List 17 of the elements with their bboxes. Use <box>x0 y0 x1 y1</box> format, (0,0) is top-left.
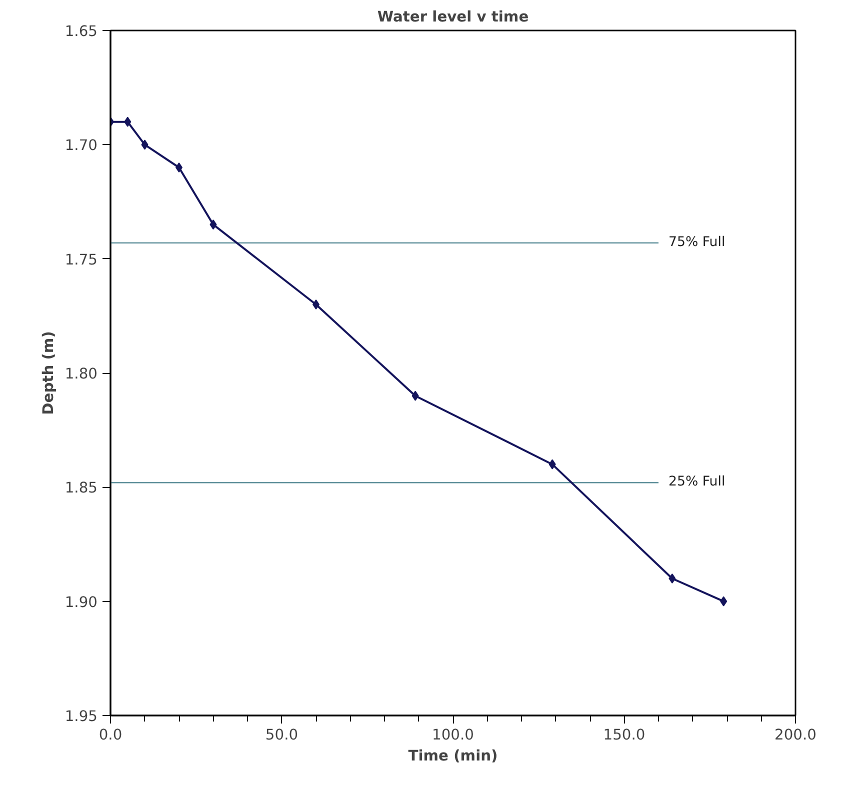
ref-line-label: 75% Full <box>668 234 726 250</box>
y-tick-label: 1.80 <box>64 366 98 382</box>
y-tick-label: 1.85 <box>64 480 98 497</box>
x-tick-label: 100.0 <box>432 726 474 744</box>
y-tick-label: 1.90 <box>64 594 98 611</box>
y-tick-label: 1.70 <box>64 137 98 154</box>
y-tick-label: 1.75 <box>64 251 98 268</box>
x-tick-label: 200.0 <box>774 726 816 744</box>
x-tick-label: 150.0 <box>603 726 646 744</box>
chart-title: Water level v time <box>377 8 529 26</box>
y-axis-title: Depth (m) <box>40 331 57 415</box>
x-tick-label: 50.0 <box>265 726 298 744</box>
y-tick-label: 1.95 <box>64 708 98 725</box>
x-tick-label: 0.0 <box>98 726 122 744</box>
x-axis-title: Time (min) <box>408 748 498 764</box>
y-tick-label: 1.65 <box>64 23 98 40</box>
ref-line-label: 25% Full <box>668 474 726 490</box>
